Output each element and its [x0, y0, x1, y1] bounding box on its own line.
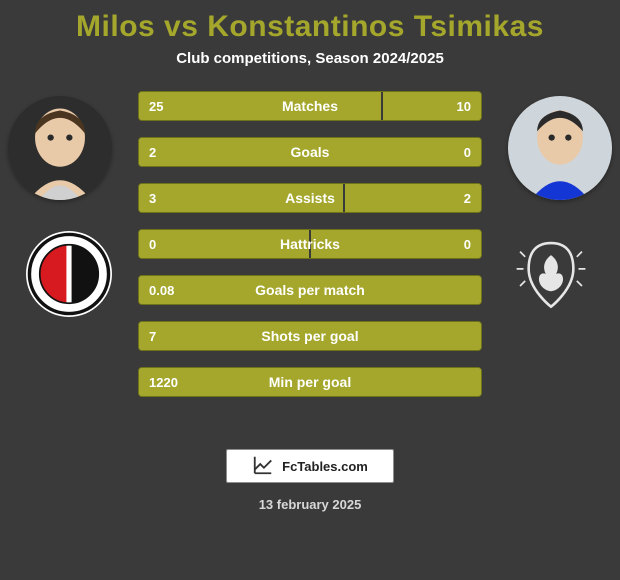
player-right-avatar	[508, 96, 612, 200]
stat-bar: 20Goals	[138, 137, 482, 167]
stat-label: Hattricks	[139, 230, 481, 258]
stat-bar: 0.08Goals per match	[138, 275, 482, 305]
player-right-club-crest	[508, 231, 594, 317]
player-left-club-crest	[26, 231, 112, 317]
stat-bar: 1220Min per goal	[138, 367, 482, 397]
stat-bar: 00Hattricks	[138, 229, 482, 259]
stat-bar: 2510Matches	[138, 91, 482, 121]
stat-label: Assists	[139, 184, 481, 212]
comparison-card: Milos vs Konstantinos Tsimikas Club comp…	[0, 0, 620, 580]
stat-label: Goals	[139, 138, 481, 166]
stat-bars: 2510Matches 20Goals 32Assists 00Hattricks 0.…	[138, 91, 482, 397]
stat-bar: 7Shots per goal	[138, 321, 482, 351]
stat-bar: 32Assists	[138, 183, 482, 213]
stat-label: Matches	[139, 92, 481, 120]
content-area: 2510Matches 20Goals 32Assists 00Hattricks 0.…	[0, 91, 620, 431]
chart-icon	[252, 454, 274, 479]
subtitle: Club competitions, Season 2024/2025	[0, 50, 620, 67]
watermark: FcTables.com	[226, 449, 394, 483]
stat-label: Min per goal	[139, 368, 481, 396]
date-text: 13 february 2025	[0, 497, 620, 512]
title: Milos vs Konstantinos Tsimikas	[0, 10, 620, 44]
stat-label: Shots per goal	[139, 322, 481, 350]
stat-label: Goals per match	[139, 276, 481, 304]
player-left-avatar	[8, 96, 112, 200]
watermark-text: FcTables.com	[282, 459, 368, 474]
